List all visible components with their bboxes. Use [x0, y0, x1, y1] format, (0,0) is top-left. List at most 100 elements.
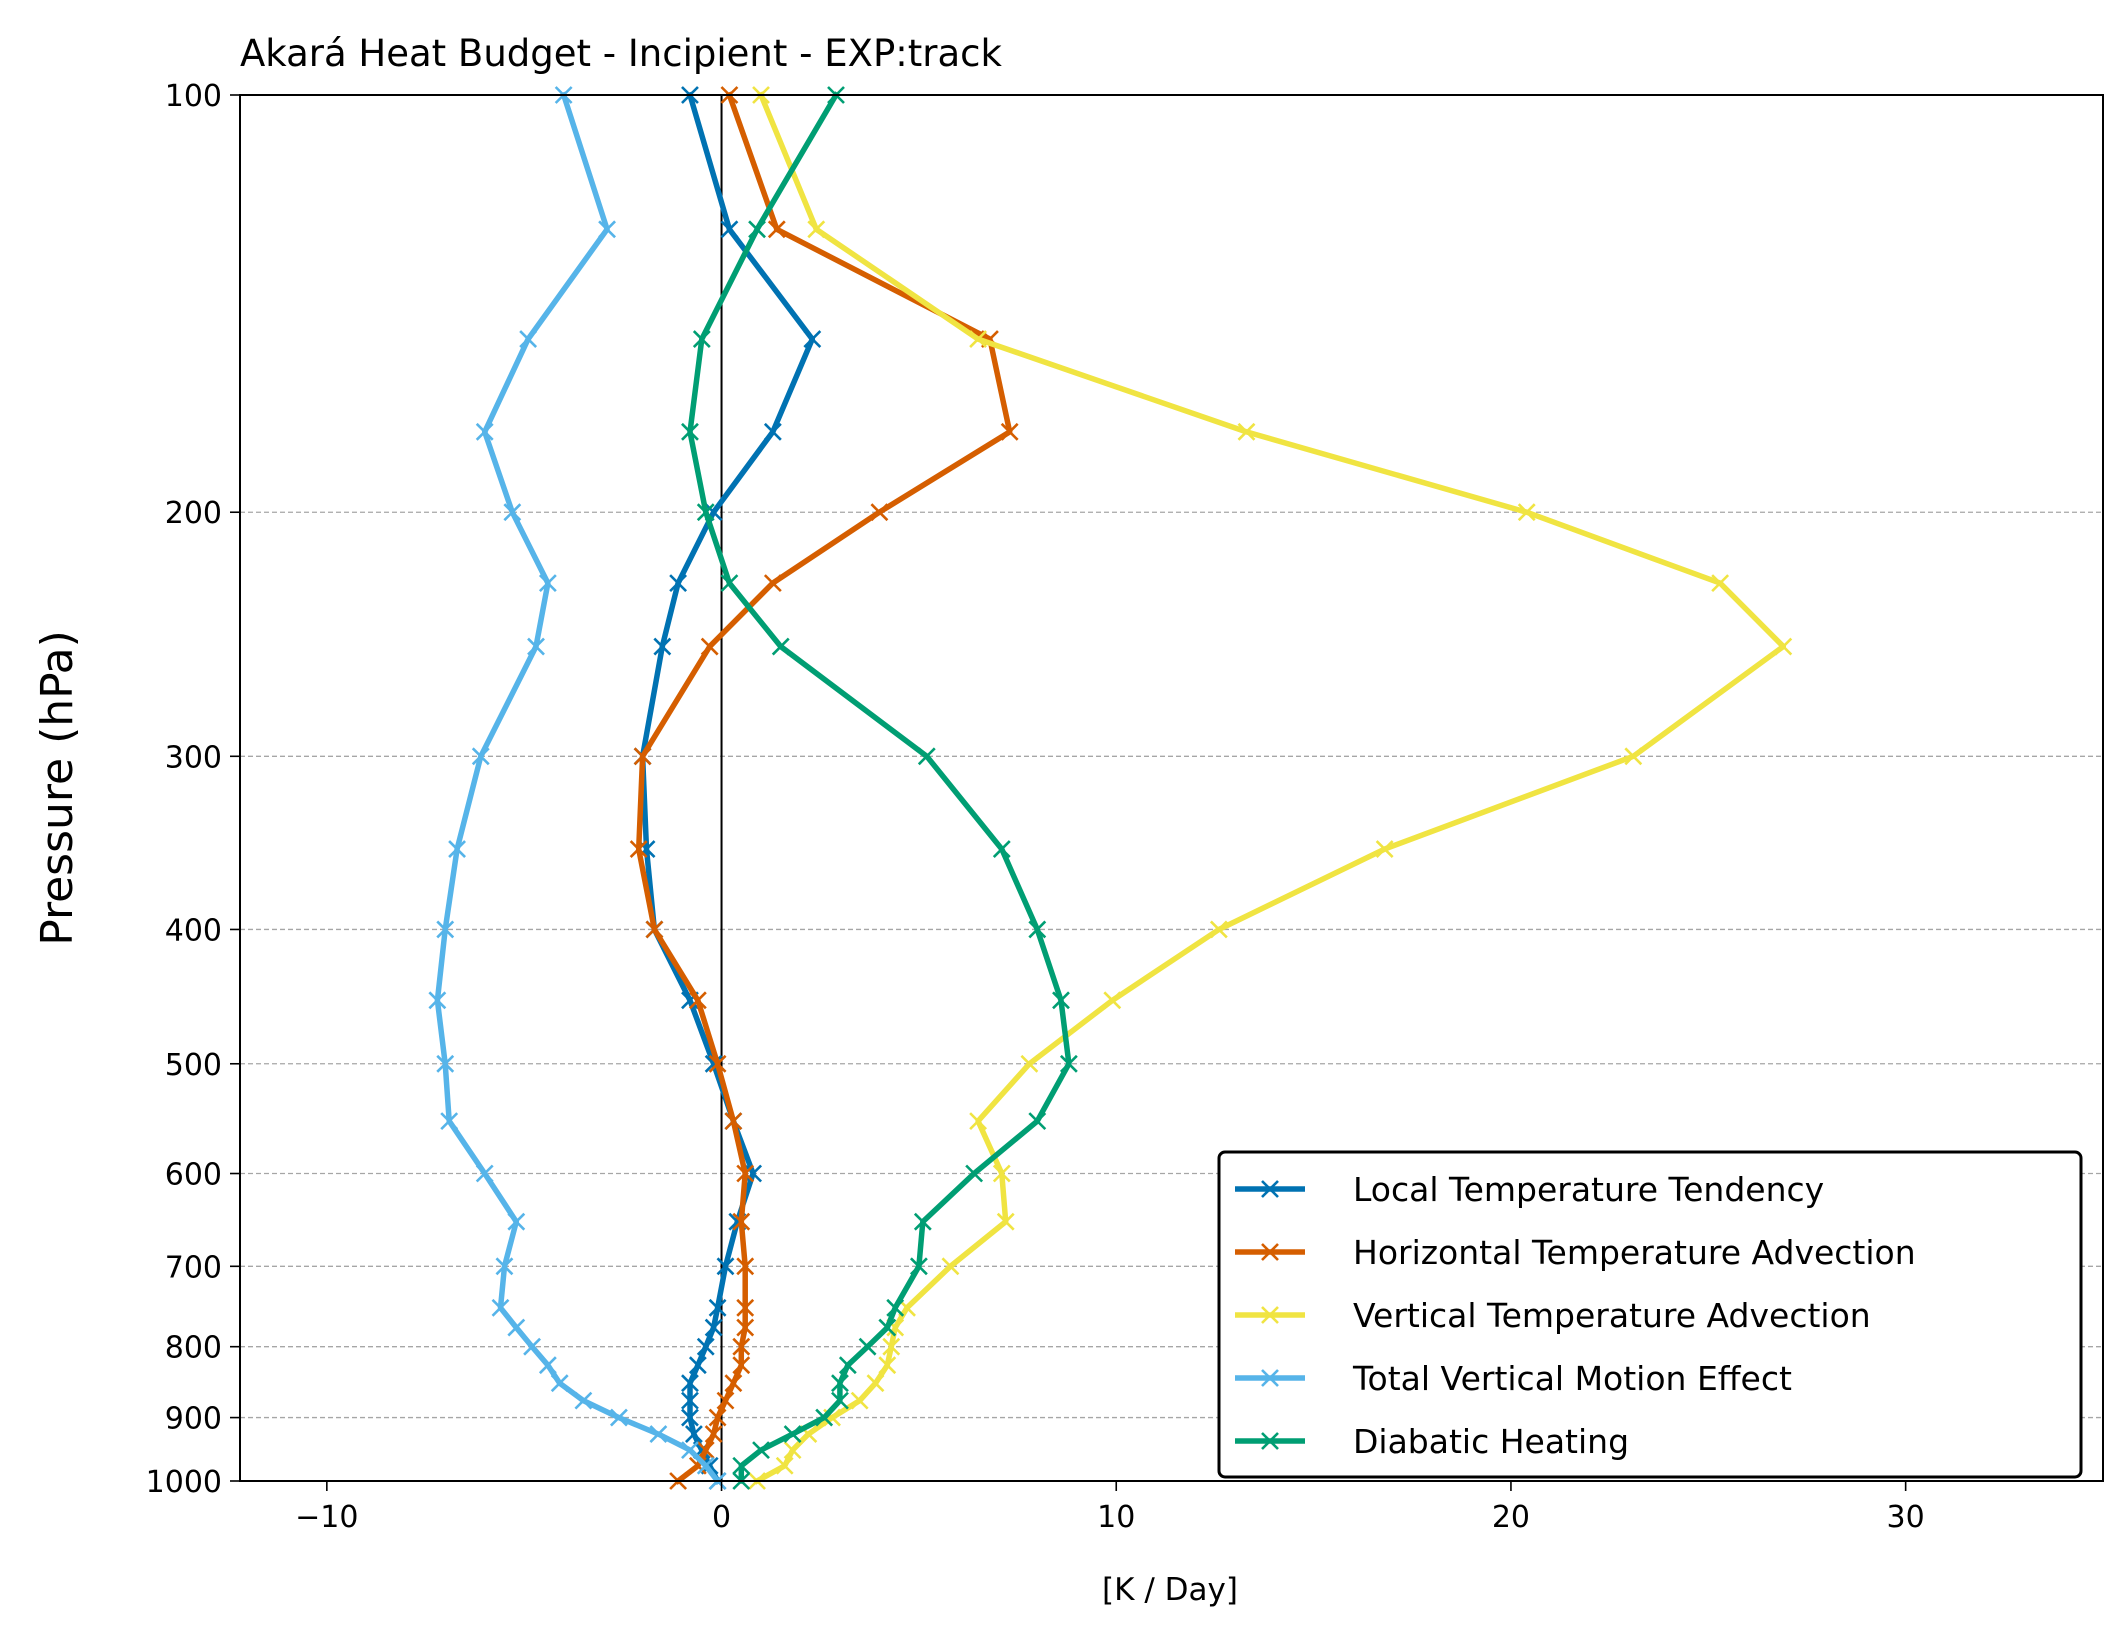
marker-stroke	[752, 1441, 770, 1460]
data-point-marker	[866, 1374, 885, 1393]
marker-stroke	[1059, 1054, 1078, 1073]
marker-stroke	[696, 1456, 715, 1475]
marker-stroke	[503, 503, 522, 522]
marker-stroke	[633, 747, 652, 766]
data-point-marker	[1261, 1180, 1279, 1198]
data-point-marker	[708, 1298, 727, 1317]
legend-label: Vertical Temperature Advection	[1353, 1296, 1871, 1335]
data-point-marker	[704, 1318, 723, 1337]
data-point-marker	[878, 1318, 897, 1337]
marker-stroke	[696, 1441, 715, 1460]
marker-stroke	[965, 1164, 984, 1183]
data-point-marker	[732, 1456, 751, 1475]
marker-stroke	[574, 1391, 593, 1410]
marker-stroke	[440, 1112, 459, 1131]
data-point-marker	[550, 1374, 569, 1393]
data-point-marker	[1774, 637, 1793, 656]
marker-stroke	[850, 1391, 869, 1410]
marker-stroke	[831, 1391, 849, 1410]
marker-stroke	[878, 1356, 897, 1375]
marker-stroke	[1261, 1243, 1279, 1261]
marker-stroke	[767, 220, 786, 239]
marker-stroke	[996, 1212, 1015, 1231]
marker-stroke	[527, 637, 545, 656]
data-point-marker	[1711, 574, 1730, 593]
data-point-marker	[732, 1356, 751, 1375]
legend-label: Diabatic Heating	[1353, 1422, 1629, 1461]
marker-stroke	[763, 422, 782, 441]
y-tick-label: 900	[165, 1402, 222, 1437]
data-point-marker	[724, 1374, 743, 1393]
marker-stroke	[1028, 920, 1047, 939]
marker-stroke	[992, 1164, 1011, 1183]
legend-entry: Vertical Temperature Advection	[1235, 1296, 1871, 1335]
marker-stroke	[886, 1298, 905, 1317]
data-point-marker	[653, 637, 672, 656]
data-point-marker	[708, 1408, 727, 1427]
data-point-marker	[744, 1164, 763, 1183]
y-tick-label: 1000	[146, 1465, 222, 1500]
marker-stroke	[720, 574, 739, 593]
marker-stroke	[724, 1374, 743, 1393]
data-point-marker	[471, 747, 490, 766]
y-tick-label: 300	[165, 740, 222, 775]
data-point-marker	[969, 330, 988, 348]
data-point-marker	[503, 503, 522, 522]
data-point-marker	[598, 220, 616, 239]
data-point-marker	[1103, 991, 1122, 1010]
data-point-marker	[870, 503, 889, 522]
marker-stroke	[838, 1356, 857, 1375]
marker-stroke	[475, 1164, 494, 1183]
marker-stroke	[992, 840, 1011, 858]
data-point-marker	[992, 840, 1011, 858]
data-point-marker	[716, 1391, 735, 1410]
data-point-marker	[696, 503, 715, 522]
data-point-marker	[878, 1356, 897, 1375]
data-point-marker	[775, 1456, 794, 1475]
marker-stroke	[1020, 1054, 1039, 1073]
marker-stroke	[708, 1408, 727, 1427]
marker-stroke	[1261, 1432, 1279, 1450]
data-point-marker	[941, 1257, 960, 1276]
marker-stroke	[1261, 1180, 1279, 1198]
data-point-marker	[736, 1298, 755, 1317]
x-tick-label: 30	[1887, 1500, 1925, 1535]
x-tick-label: 0	[712, 1500, 731, 1535]
series-diabatic-heating	[681, 86, 1078, 1490]
data-point-marker	[736, 1164, 755, 1183]
y-tick-label: 100	[165, 79, 222, 114]
marker-stroke	[736, 1298, 755, 1317]
chart-title: Akará Heat Budget - Incipient - EXP:trac…	[240, 32, 1002, 75]
data-point-marker	[882, 1337, 901, 1356]
marker-stroke	[1237, 422, 1256, 441]
marker-stroke	[681, 1391, 699, 1410]
marker-stroke	[909, 1257, 928, 1276]
legend-label: Total Vertical Motion Effect	[1352, 1359, 1792, 1398]
marker-stroke	[538, 1356, 557, 1375]
marker-stroke	[716, 1391, 735, 1410]
marker-stroke	[1209, 920, 1228, 939]
data-point-marker	[969, 1112, 988, 1131]
marker-stroke	[917, 747, 936, 766]
data-point-marker	[838, 1356, 857, 1375]
x-axis-label: [K / Day]	[1102, 1572, 1238, 1608]
data-point-marker	[681, 1441, 699, 1460]
marker-stroke	[523, 1337, 541, 1356]
data-point-marker	[681, 422, 699, 441]
x-tick-label: −10	[295, 1500, 358, 1535]
data-point-marker	[527, 637, 545, 656]
marker-stroke	[783, 1441, 802, 1460]
data-point-marker	[831, 1374, 849, 1393]
marker-stroke	[807, 220, 826, 239]
data-point-marker	[645, 920, 664, 939]
marker-stroke	[653, 637, 672, 656]
data-point-marker	[475, 422, 494, 441]
marker-stroke	[882, 1337, 901, 1356]
data-point-marker	[1059, 1054, 1078, 1073]
marker-stroke	[538, 574, 557, 593]
marker-stroke	[720, 220, 739, 239]
data-point-marker	[507, 1212, 526, 1231]
data-point-marker	[436, 920, 455, 939]
data-point-marker	[681, 1408, 699, 1427]
data-point-marker	[1517, 503, 1536, 522]
